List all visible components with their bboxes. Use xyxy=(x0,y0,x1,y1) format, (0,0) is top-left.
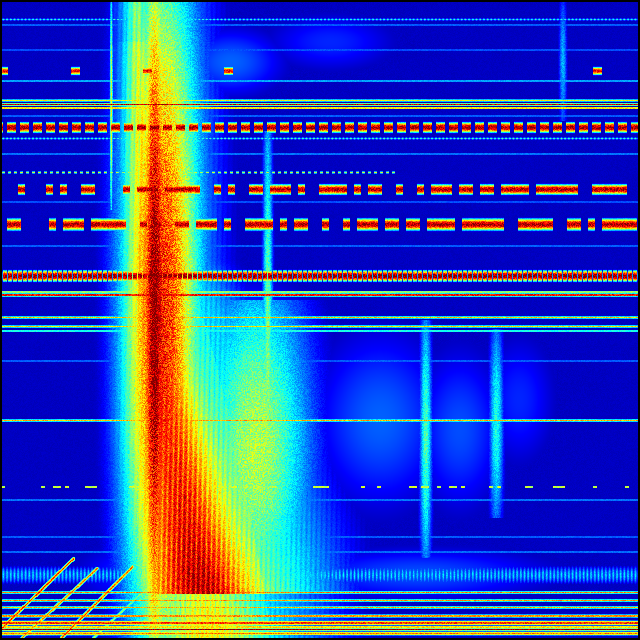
spectrogram-plot[interactable]: Spectrogram Waterfall jet xyxy=(2,2,638,638)
spectrogram-canvas[interactable] xyxy=(2,2,638,638)
spectrogram-viewport: Spectrogram Waterfall jet xyxy=(0,0,640,640)
